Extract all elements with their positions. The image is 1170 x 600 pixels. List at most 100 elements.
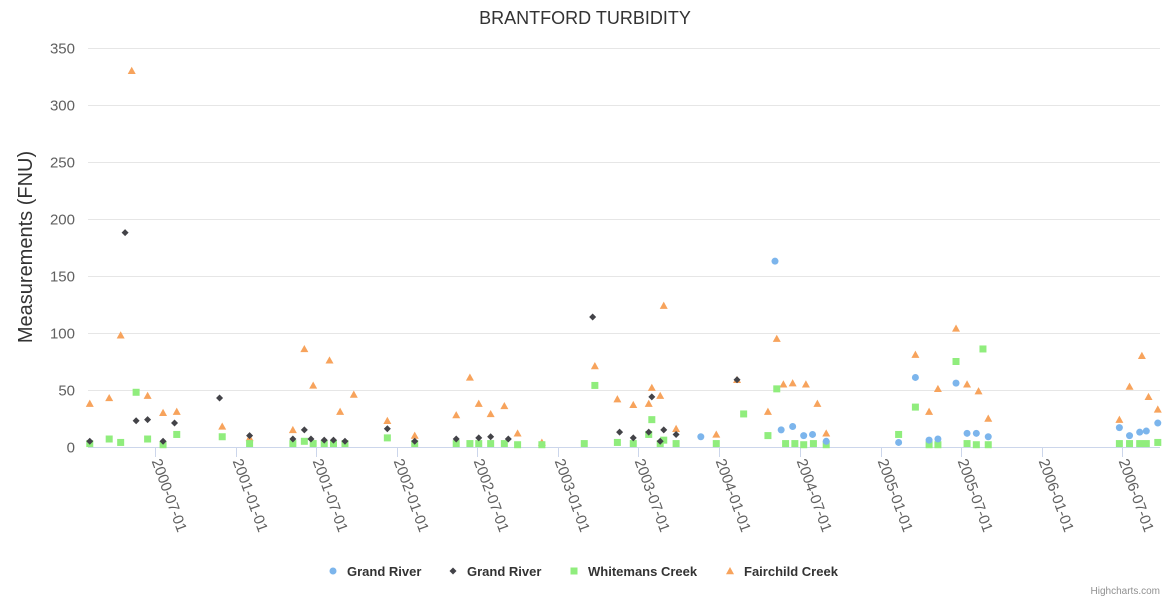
data-point-square — [895, 430, 903, 438]
data-point-triangle — [1153, 405, 1162, 413]
legend-item-3[interactable]: Fairchild Creek — [726, 564, 839, 579]
data-point-square — [144, 435, 152, 443]
data-point-square — [925, 441, 933, 449]
data-point-square — [629, 440, 637, 448]
data-point-square — [979, 345, 987, 353]
legend: Grand River Grand River Whitemans Creek Fai… — [329, 564, 839, 579]
y-axis-label: Measurements (FNU) — [15, 151, 37, 343]
legend-label: Grand River — [467, 564, 541, 579]
data-point-square — [963, 440, 971, 448]
data-point-square — [712, 440, 720, 448]
data-point-diamond — [159, 437, 167, 445]
data-point-triangle — [336, 407, 345, 415]
data-point-circle — [895, 438, 903, 446]
data-point-triangle — [772, 334, 781, 342]
y-tick-label: 150 — [50, 269, 75, 286]
data-point-square — [300, 437, 308, 445]
data-point-circle — [1126, 432, 1134, 440]
data-point-diamond — [672, 430, 680, 438]
credits-link[interactable]: Highcharts.com — [1091, 586, 1160, 597]
data-point-diamond — [144, 416, 152, 424]
data-point-circle — [952, 379, 960, 387]
data-point-square — [246, 440, 254, 448]
legend-label: Whitemans Creek — [588, 564, 698, 579]
data-point-triangle — [974, 387, 983, 395]
data-point-square — [117, 438, 125, 446]
data-point-triangle — [984, 414, 993, 422]
data-point-triangle — [712, 430, 721, 438]
data-point-square — [500, 440, 508, 448]
data-point-square — [984, 441, 992, 449]
y-tick-label: 0 — [67, 440, 75, 457]
data-point-triangle — [500, 401, 509, 410]
data-point-square — [289, 440, 297, 448]
data-point-square — [740, 410, 748, 418]
data-point-triangle — [952, 324, 961, 332]
data-point-square — [800, 441, 808, 449]
data-points — [85, 66, 1162, 449]
data-point-circle — [1136, 428, 1144, 436]
data-point-diamond — [504, 435, 512, 443]
data-point-square — [952, 358, 960, 365]
data-point-triangle — [1137, 351, 1146, 359]
legend-symbol-circle — [329, 567, 337, 575]
data-point-circle — [697, 433, 705, 441]
data-point-triangle — [590, 362, 599, 370]
data-point-diamond — [656, 437, 664, 445]
y-tick-label: 50 — [58, 383, 75, 400]
data-point-triangle — [85, 399, 94, 407]
data-point-triangle — [925, 407, 934, 415]
data-point-diamond — [648, 393, 656, 401]
data-point-square — [911, 403, 919, 411]
data-point-square — [514, 441, 522, 449]
legend-item-2[interactable]: Whitemans Creek — [570, 564, 698, 579]
legend-item-1[interactable]: Grand River — [449, 564, 542, 579]
data-point-diamond — [589, 313, 597, 321]
legend-item-0[interactable]: Grand River — [329, 564, 422, 579]
data-point-triangle — [105, 393, 114, 402]
data-point-square — [538, 441, 546, 449]
data-point-square — [452, 440, 460, 448]
legend-symbol-square — [570, 567, 578, 575]
data-point-square — [1115, 440, 1123, 448]
data-point-circle — [984, 433, 992, 441]
data-point-square — [1154, 438, 1162, 446]
y-tick-label: 100 — [50, 326, 75, 343]
data-point-diamond — [289, 435, 297, 443]
data-point-triangle — [127, 66, 136, 74]
data-point-diamond — [320, 436, 328, 444]
data-point-square — [591, 381, 599, 389]
y-tick-label: 200 — [50, 212, 75, 229]
data-point-circle — [789, 422, 797, 430]
data-point-square — [580, 440, 588, 448]
data-point-triangle — [779, 380, 788, 388]
data-point-diamond — [307, 435, 315, 443]
data-point-square — [487, 440, 495, 448]
data-point-triangle — [963, 380, 972, 388]
data-point-triangle — [465, 373, 474, 381]
data-point-diamond — [171, 419, 179, 427]
legend-symbol-diamond — [449, 567, 457, 575]
legend-label: Fairchild Creek — [744, 564, 839, 579]
data-point-square — [309, 440, 317, 448]
data-point-diamond — [616, 428, 624, 436]
data-point-diamond — [121, 229, 129, 237]
data-point-circle — [809, 430, 817, 438]
data-point-triangle — [452, 411, 461, 419]
data-point-circle — [925, 436, 933, 444]
data-point-triangle — [644, 399, 653, 407]
data-point-diamond — [452, 435, 460, 443]
y-tick-label: 350 — [50, 41, 75, 58]
legend-label: Grand River — [347, 564, 421, 579]
data-point-diamond — [660, 426, 668, 434]
data-point-triangle — [218, 422, 227, 430]
data-point-triangle — [474, 399, 483, 407]
data-point-triangle — [911, 350, 920, 358]
series-1-points — [86, 229, 741, 445]
data-point-circle — [963, 429, 971, 437]
data-point-circle — [972, 429, 980, 437]
data-point-square — [972, 441, 980, 449]
data-point-triangle — [822, 429, 831, 437]
data-point-diamond — [300, 426, 308, 434]
chart-title: BRANTFORD TURBIDITY — [479, 8, 691, 28]
